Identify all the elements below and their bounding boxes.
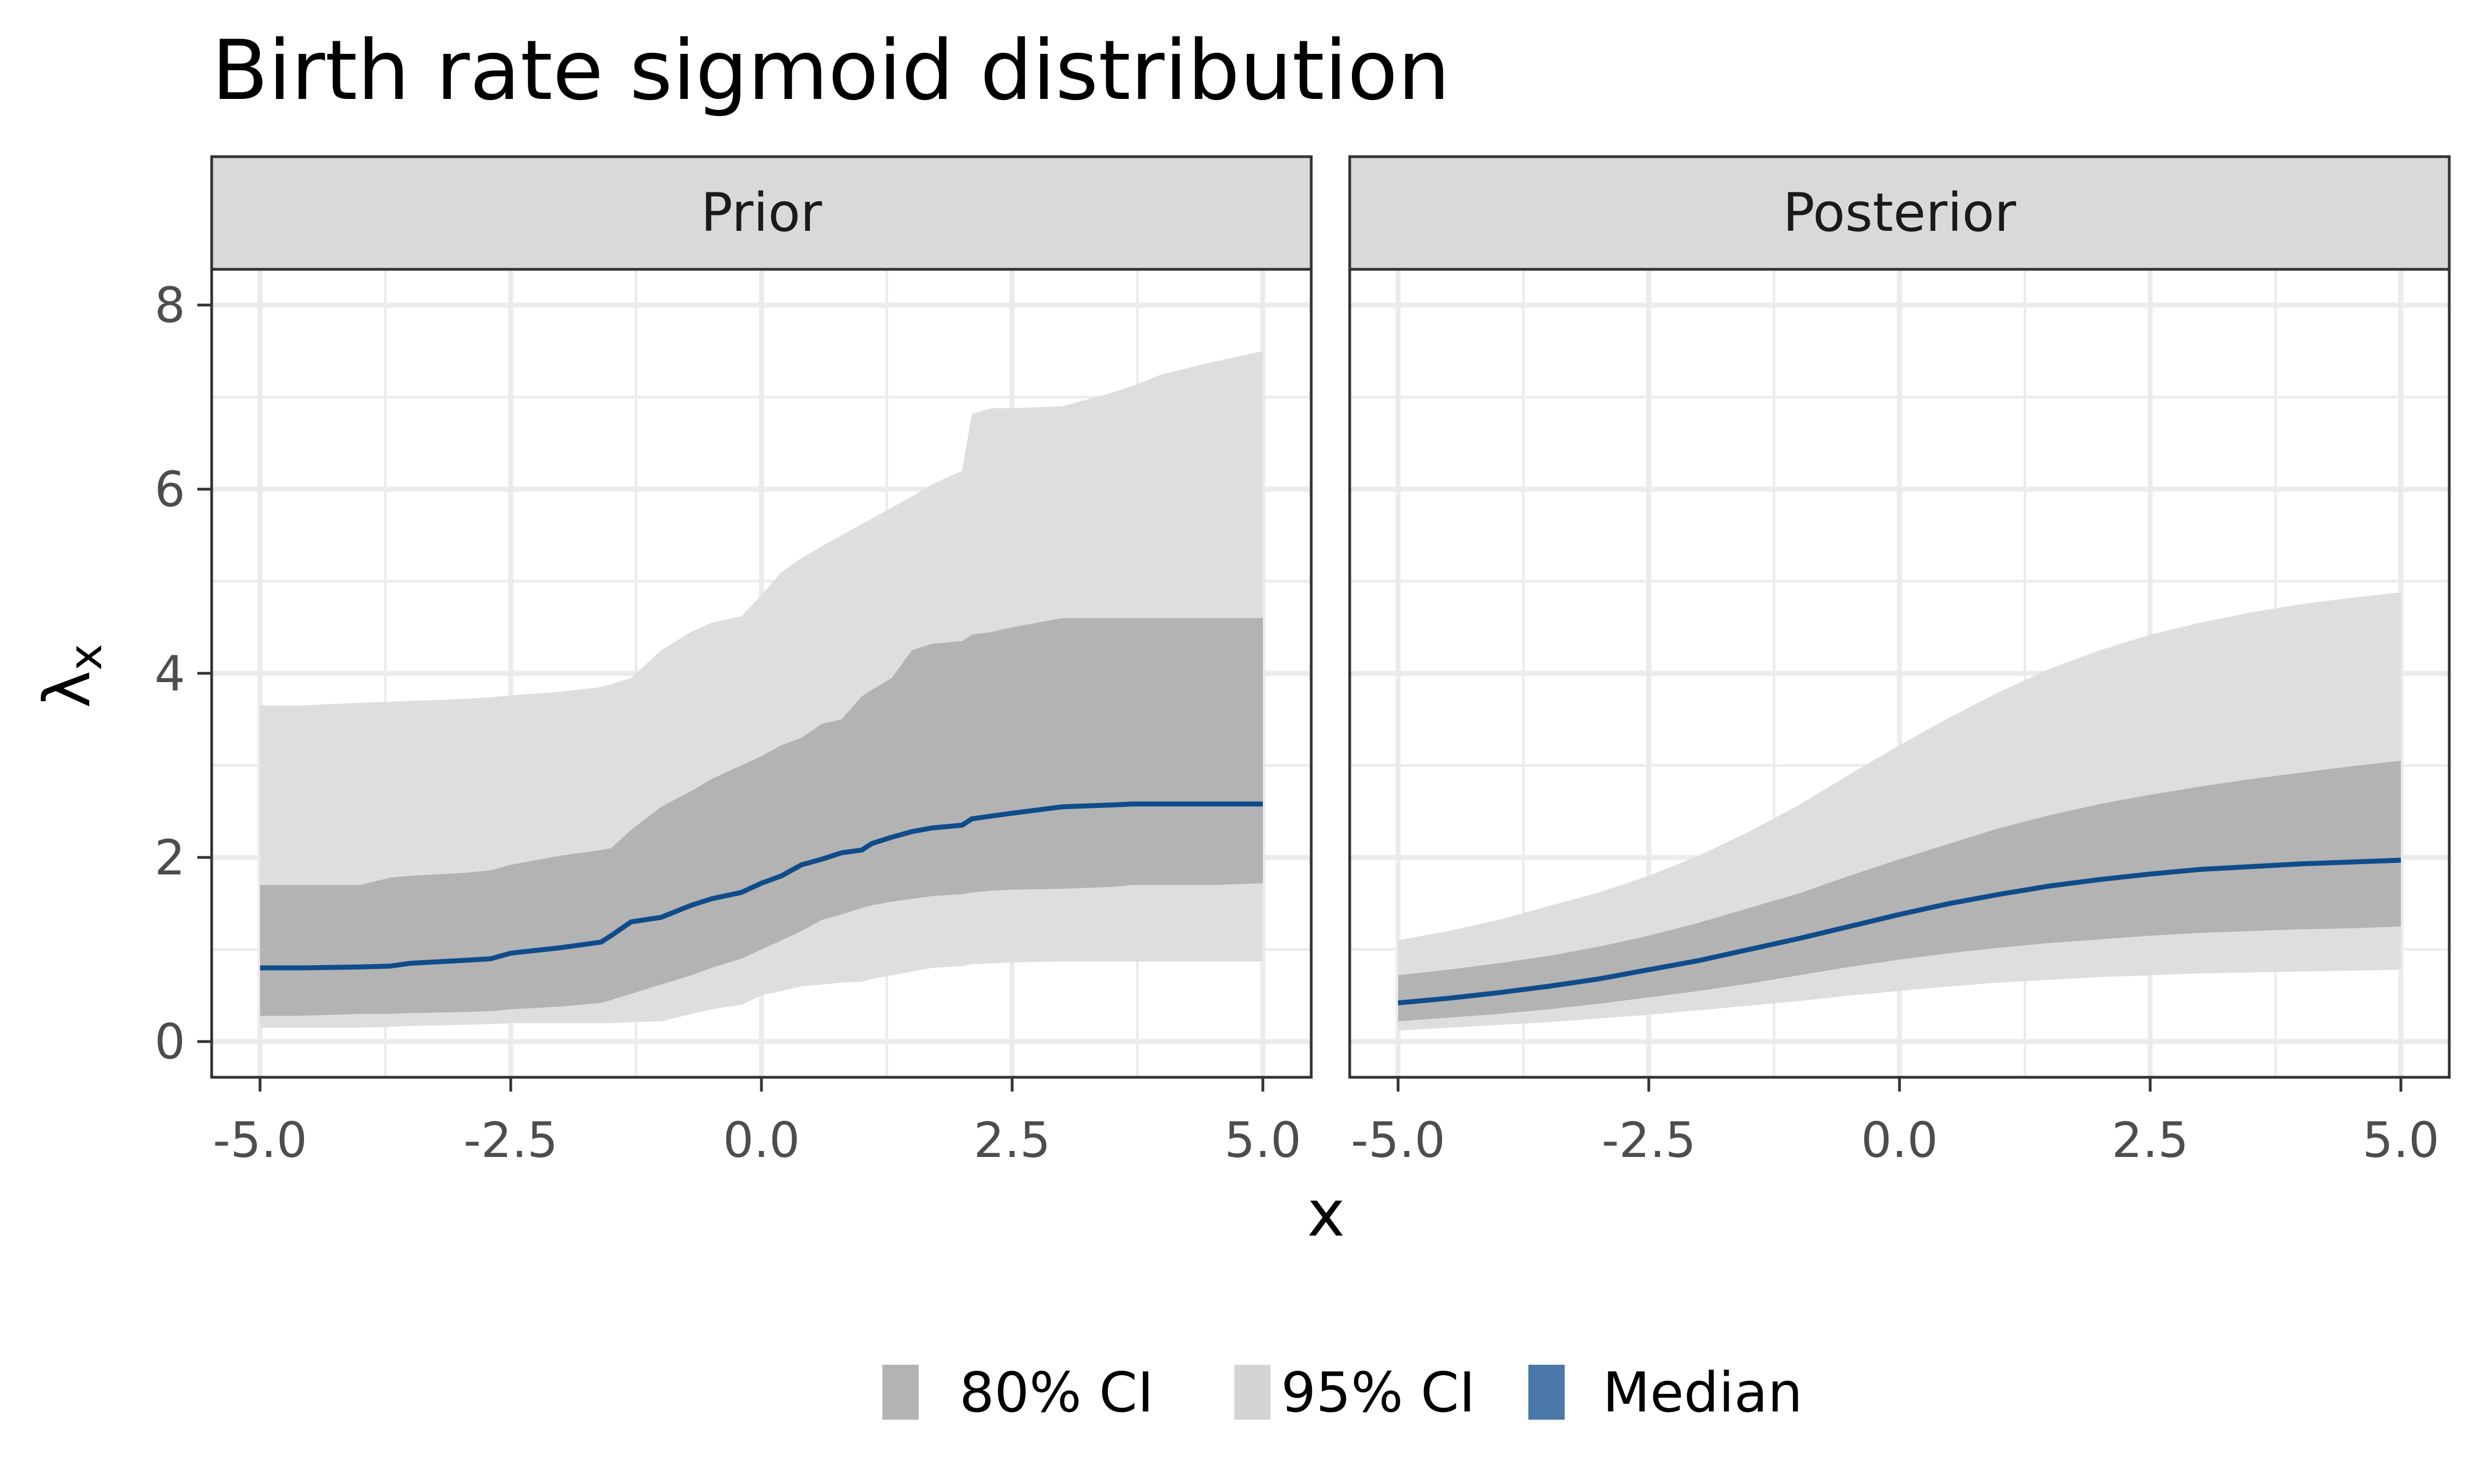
panels: Prior -5.0 -2.5 0.0 2.5 5.0 0 2 4 6 8 Posterior -5.0… bbox=[154, 155, 2451, 1169]
legend-key-ci80 bbox=[882, 1365, 919, 1420]
y-axis-title: λx bbox=[30, 644, 112, 708]
svg-text:λx: λx bbox=[30, 644, 112, 708]
y-tick-label: 2 bbox=[154, 829, 185, 886]
legend-label: 80% CI bbox=[959, 1360, 1153, 1425]
strip-label: Prior bbox=[701, 182, 822, 243]
x-tick-label: 2.5 bbox=[974, 1112, 1051, 1169]
legend-key-median bbox=[1528, 1365, 1565, 1420]
panel-prior: Prior -5.0 -2.5 0.0 2.5 5.0 0 2 4 6 8 bbox=[154, 155, 1313, 1169]
y-tick-label: 8 bbox=[154, 277, 185, 334]
legend-label: Median bbox=[1603, 1360, 1803, 1425]
x-tick-label: -2.5 bbox=[463, 1112, 558, 1169]
y-tick-label: 4 bbox=[154, 645, 185, 702]
median-line bbox=[1398, 857, 2401, 1006]
x-tick-label: 0.0 bbox=[723, 1112, 800, 1169]
legend-key-ci95 bbox=[1234, 1365, 1271, 1420]
strip-background bbox=[210, 155, 1313, 271]
y-axis-title-main: λ bbox=[30, 671, 104, 708]
x-tick-label: -5.0 bbox=[1351, 1112, 1445, 1169]
x-tick-label: 5.0 bbox=[2362, 1112, 2439, 1169]
y-tick-label: 0 bbox=[154, 1014, 185, 1070]
x-tick-label: 2.5 bbox=[2112, 1112, 2189, 1169]
y-tick-label: 6 bbox=[154, 461, 185, 518]
ci80-band bbox=[1398, 761, 2401, 1022]
chart-title: Birth rate sigmoid distribution bbox=[212, 23, 1450, 119]
x-tick-label: 5.0 bbox=[1224, 1112, 1301, 1169]
strip-label: Posterior bbox=[1783, 182, 2017, 243]
x-axis-title: x bbox=[1307, 1177, 1345, 1251]
legend-label: 95% CI bbox=[1281, 1360, 1475, 1425]
median-line bbox=[260, 801, 1263, 971]
strip-background bbox=[1348, 155, 2451, 271]
legend: 80% CI 95% CI Median bbox=[882, 1360, 1803, 1425]
panel-posterior: Posterior -5.0 -2.5 0.0 2.5 5.0 bbox=[1348, 155, 2451, 1169]
x-tick-label: -2.5 bbox=[1602, 1112, 1696, 1169]
y-axis-title-subscript: x bbox=[60, 644, 112, 671]
ci80-band bbox=[260, 618, 1263, 1016]
x-tick-label: 0.0 bbox=[1861, 1112, 1938, 1169]
x-tick-label: -5.0 bbox=[213, 1112, 307, 1169]
